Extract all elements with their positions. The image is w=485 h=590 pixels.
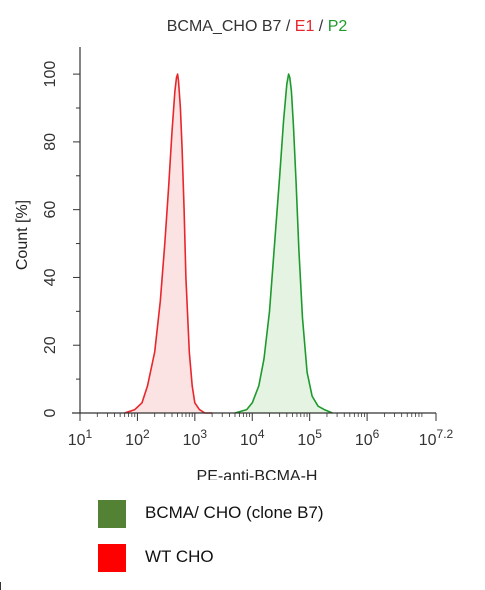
y-tick-label-40: 40 [42,268,59,286]
legend-label-wt-cho: WT CHO [145,547,214,566]
x-tick-label-6: 107.2 [419,427,454,449]
axes: 0 20 40 60 80 100 101 102 103 104 105 106 107.2 [42,47,454,449]
series-fill-wt-cho [124,74,213,413]
chart-title-text: BCMA_CHO B7 / E1 / P2 [167,18,348,35]
title-part-1: E1 [295,18,315,35]
title-part-2: / [314,18,327,35]
histogram-chart: BCMA_CHO B7 / E1 / P2 0 20 40 60 80 100 101 102… [14,18,454,480]
legend-swatch-bcma-cho [98,500,126,528]
y-tick-label-60: 60 [42,201,59,219]
y-tick-label-0: 0 [42,408,59,417]
y-tick-label-100: 100 [42,61,59,88]
title-part-0: BCMA_CHO B7 / [167,18,295,35]
x-tick-label-3: 104 [240,427,265,449]
legend-swatch-wt-cho [98,544,126,572]
x-tick-label-0: 101 [68,427,93,449]
x-tick-label-4: 105 [297,427,322,449]
x-axis-label: PE-anti-BCMA-H [197,468,318,480]
title-part-3: P2 [328,18,348,35]
series-line-bcma-cho-clone-b7 [234,73,333,414]
corner-tick-mark [0,582,1,590]
y-tick-label-80: 80 [42,133,59,151]
series-line-wt-cho [124,73,213,414]
plot-area [124,73,333,414]
y-axis-label: Count [%] [14,200,31,270]
x-tick-label-5: 106 [355,427,380,449]
legend-label-bcma-cho: BCMA/ CHO (clone B7) [145,503,324,522]
x-tick-label-1: 102 [125,427,150,449]
x-tick-label-2: 103 [183,427,208,449]
y-tick-label-20: 20 [42,336,59,354]
chart-title: BCMA_CHO B7 / E1 / P2 [167,18,348,35]
series-fill-bcma-cho-clone-b7 [235,74,333,413]
